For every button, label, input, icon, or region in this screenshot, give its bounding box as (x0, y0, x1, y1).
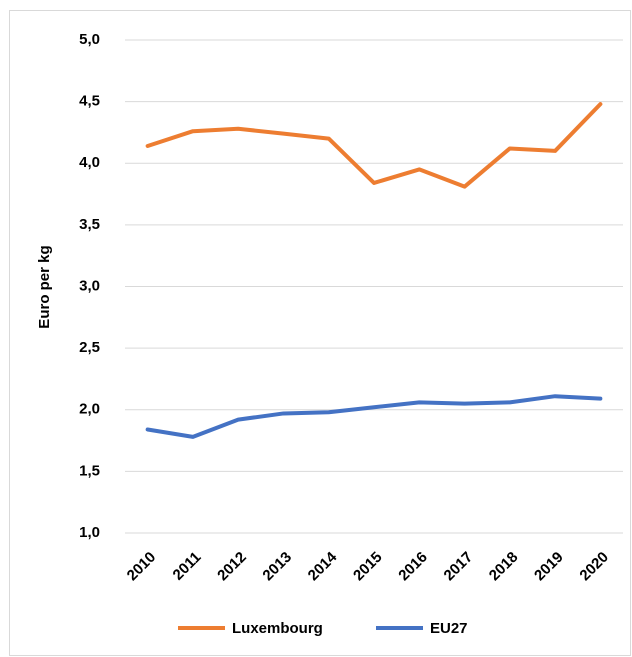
y-tick-label: 3,0 (79, 277, 100, 294)
y-tick-label: 2,5 (79, 339, 100, 356)
data-line (145, 102, 603, 189)
y-tick-label: 4,0 (79, 154, 100, 171)
chart-border (9, 10, 631, 656)
y-tick-label: 2,0 (79, 401, 100, 418)
data-line (145, 394, 603, 439)
y-tick-label: 3,5 (79, 216, 100, 233)
y-tick-label: 5,0 (79, 31, 100, 48)
y-tick-label: 4,5 (79, 93, 100, 110)
y-tick-label: 1,0 (79, 524, 100, 541)
y-tick-label: 1,5 (79, 462, 100, 479)
legend-label: Luxembourg (232, 620, 323, 637)
legend-label: EU27 (430, 620, 468, 637)
y-axis-label: Euro per kg (36, 245, 53, 328)
